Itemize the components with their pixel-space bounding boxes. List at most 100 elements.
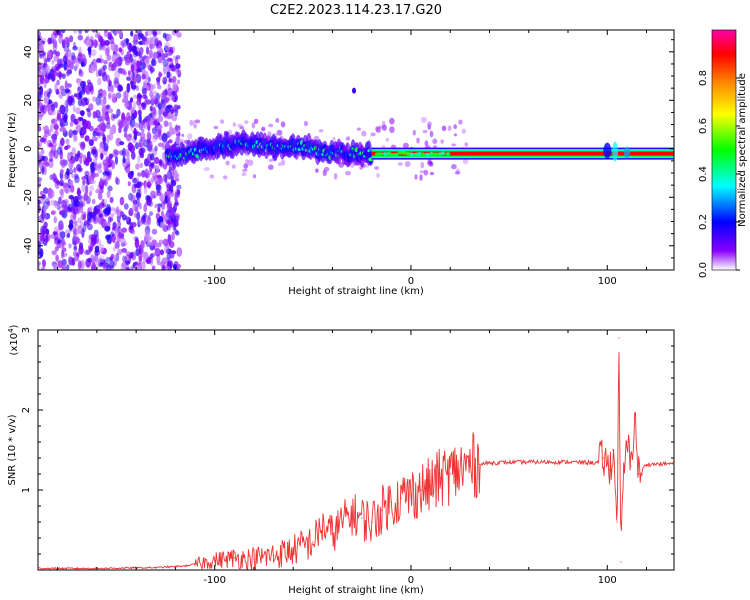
noise-cell (46, 103, 51, 112)
noise-cell (98, 255, 105, 263)
noise-cell (131, 206, 136, 211)
noise-cell (136, 181, 140, 189)
noise-cell (110, 30, 115, 33)
halo-cell (402, 142, 409, 150)
noise-cell (163, 120, 169, 127)
noise-cell (82, 213, 86, 221)
noise-cell (170, 179, 177, 187)
halo-cell (464, 142, 469, 147)
noise-cell (93, 157, 98, 165)
noise-cell (64, 88, 71, 94)
noise-cell (149, 105, 153, 112)
x-tick-label: -100 (203, 575, 226, 586)
snr-scale-label: (x104) (7, 324, 20, 355)
noise-cell (150, 94, 156, 102)
halo-cell (252, 174, 257, 179)
noise-cell (62, 112, 68, 121)
noise-cell (134, 264, 140, 270)
noise-cell (144, 168, 149, 178)
noise-cell (53, 216, 58, 224)
noise-cell (63, 182, 69, 193)
noise-cell (82, 179, 86, 185)
halo-cell (345, 170, 351, 176)
noise-cell (76, 229, 81, 235)
noise-cell (152, 90, 158, 96)
noise-cell (80, 259, 85, 270)
halo-cell (251, 122, 256, 129)
noise-cell (92, 149, 98, 158)
noise-cell (101, 113, 105, 123)
noise-cell (176, 189, 181, 196)
noise-cell (134, 76, 138, 83)
noise-cell (68, 179, 74, 186)
noise-cell (105, 256, 111, 263)
noise-cell (120, 237, 126, 245)
noise-cell (154, 203, 159, 209)
colorbar-gradient (712, 30, 736, 270)
snr-data-point (420, 489, 422, 491)
noise-cell (105, 171, 111, 176)
noise-cell (102, 134, 106, 143)
noise-cell (106, 190, 111, 199)
noise-cell (39, 62, 44, 67)
noise-cell (120, 266, 126, 270)
noise-cell (104, 162, 109, 171)
noise-cell (50, 210, 55, 215)
noise-cell (49, 234, 56, 240)
halo-cell (278, 162, 282, 167)
noise-cell (152, 51, 158, 60)
noise-cell (75, 59, 79, 69)
noise-cell (102, 174, 107, 180)
noise-cell (43, 206, 47, 214)
noise-cell (84, 135, 90, 142)
noise-cell (114, 241, 120, 249)
steady-variation (397, 151, 403, 155)
noise-cell (61, 161, 66, 169)
halo-cell (441, 125, 447, 132)
snr-data-point (273, 555, 275, 557)
burst-halo (603, 142, 612, 159)
noise-cell (56, 79, 60, 86)
halo-cell (268, 123, 274, 128)
noise-cell (101, 149, 106, 155)
noise-cell (90, 254, 95, 264)
noise-cell (72, 105, 76, 113)
steady-variation (432, 152, 438, 156)
x-tick-label: 0 (408, 276, 414, 287)
halo-cell (261, 126, 266, 132)
noise-cell (87, 110, 92, 118)
snr-data-point (634, 413, 636, 415)
noise-cell (118, 120, 124, 129)
noise-cell (97, 168, 103, 174)
noise-cell (130, 194, 136, 203)
noise-cell (90, 172, 97, 179)
snr-x-label: Height of straight line (km) (288, 585, 424, 596)
y-tick-label: 1 (21, 487, 32, 493)
noise-cell (158, 159, 163, 166)
noise-cell (59, 149, 63, 160)
noise-cell (39, 238, 44, 245)
noise-cell (153, 134, 160, 140)
colorbar-tick-label: 0.2 (698, 214, 709, 230)
noise-cell (95, 96, 101, 106)
noise-cell (77, 164, 82, 173)
noise-cell (90, 49, 97, 57)
noise-cell (174, 108, 179, 117)
noise-cell (99, 152, 104, 159)
noise-cell (92, 257, 97, 264)
halo-cell (454, 171, 461, 175)
noise-cell (76, 187, 81, 197)
snr-data-point (430, 485, 432, 487)
steady-variation (389, 152, 395, 157)
noise-cell (59, 118, 64, 127)
noise-cell (74, 93, 77, 98)
noise-cell (66, 264, 70, 270)
noise-cell (174, 201, 180, 207)
noise-cell (162, 32, 167, 39)
noise-cell (126, 76, 131, 81)
steady-variation (420, 152, 426, 157)
noise-cell (104, 30, 108, 33)
noise-cell (136, 94, 143, 99)
noise-cell (47, 50, 53, 59)
noise-cell (44, 212, 51, 220)
